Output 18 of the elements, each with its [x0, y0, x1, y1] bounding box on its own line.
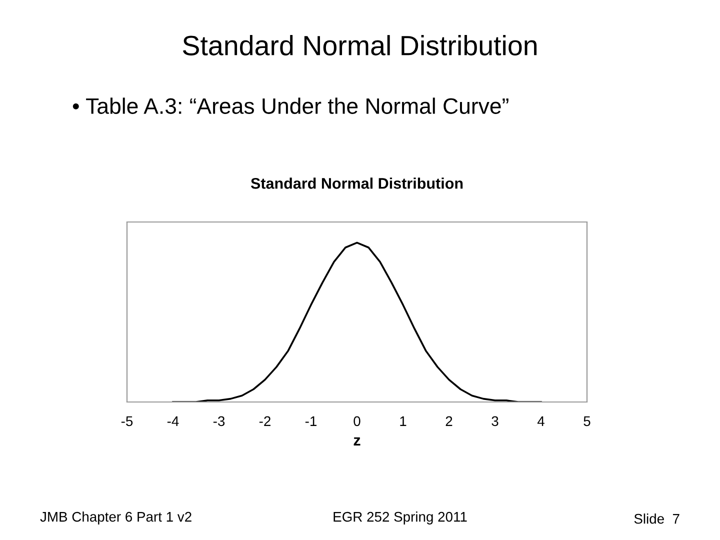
x-tick-label: 5 — [584, 416, 590, 426]
text: Standard Normal Distribution — [182, 35, 537, 56]
text: • Table A.3: “Areas Under the Normal Curve” — [72, 98, 508, 114]
x-tick-label: -2 — [259, 416, 270, 426]
chart-title: Standard Normal Distribution — [250, 178, 463, 189]
text: JMB Chapter 6 Part 1 v2 — [40, 512, 192, 524]
text: Slide 7 — [634, 514, 680, 524]
x-tick-label: 2 — [446, 416, 452, 426]
x-tick-label: -3 — [213, 416, 225, 426]
x-tick-label: 4 — [537, 416, 544, 426]
x-tick-label: 0 — [354, 416, 360, 426]
x-axis-title: z — [354, 437, 360, 446]
x-tick-label: -5 — [121, 416, 133, 426]
x-tick-label: -1 — [305, 416, 316, 426]
x-tick-label: 1 — [400, 416, 406, 426]
x-tick-label: 3 — [492, 416, 498, 426]
text: EGR 252 Spring 2011 — [334, 512, 467, 524]
x-tick-label: -4 — [167, 416, 179, 426]
